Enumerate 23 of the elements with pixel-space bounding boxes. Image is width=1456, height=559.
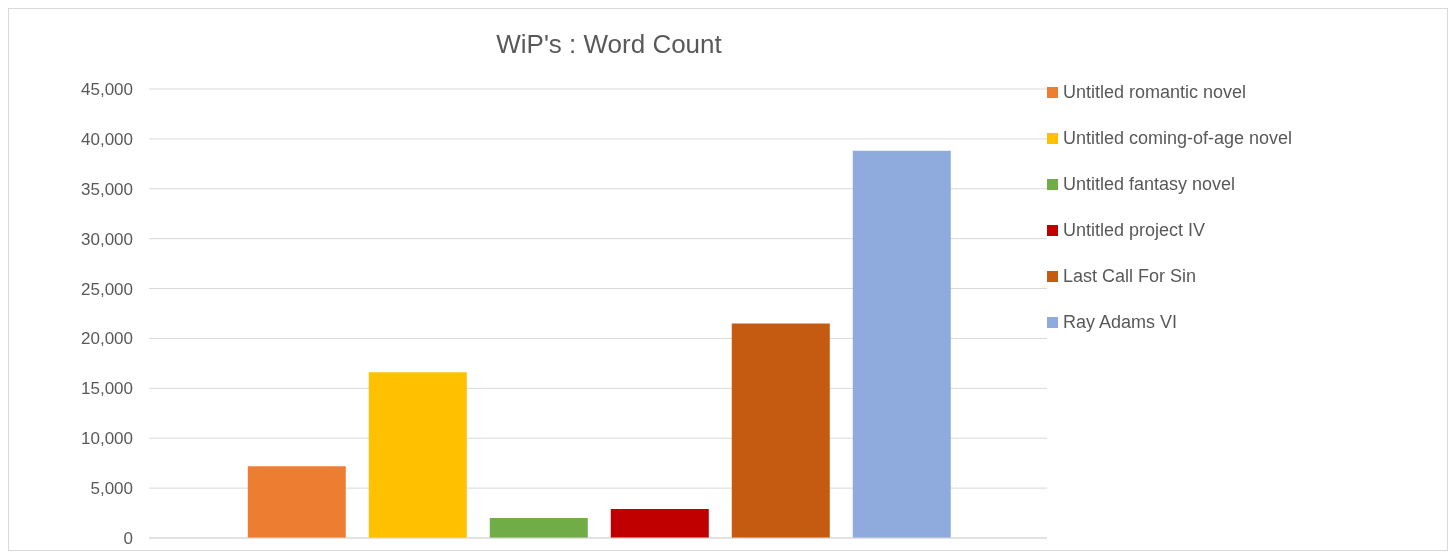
y-tick-label: 0 (123, 529, 133, 549)
bar (489, 518, 588, 538)
y-tick-label: 35,000 (81, 179, 133, 199)
y-tick-label: 10,000 (81, 429, 133, 449)
y-tick-label: 5,000 (90, 479, 133, 499)
y-tick-label: 25,000 (81, 279, 133, 299)
y-tick-label: 30,000 (81, 229, 133, 249)
legend-label: Untitled romantic novel (1063, 81, 1247, 103)
bar (247, 466, 346, 538)
bar (368, 372, 467, 538)
y-tick-label: 15,000 (81, 379, 133, 399)
legend-label: Untitled fantasy novel (1063, 173, 1236, 195)
legend-label: Last Call For Sin (1063, 265, 1197, 287)
legend-label: Untitled coming-of-age novel (1063, 127, 1293, 149)
bar (610, 509, 709, 538)
bar (731, 323, 830, 538)
y-tick-label: 20,000 (81, 329, 133, 349)
bar (852, 150, 951, 538)
legend-label: Ray Adams VI (1063, 311, 1178, 333)
y-tick-label: 40,000 (81, 129, 133, 149)
y-tick-label: 45,000 (81, 80, 133, 100)
legend-label: Untitled project IV (1063, 219, 1206, 241)
chart-title: WiP's : Word Count (495, 29, 723, 60)
